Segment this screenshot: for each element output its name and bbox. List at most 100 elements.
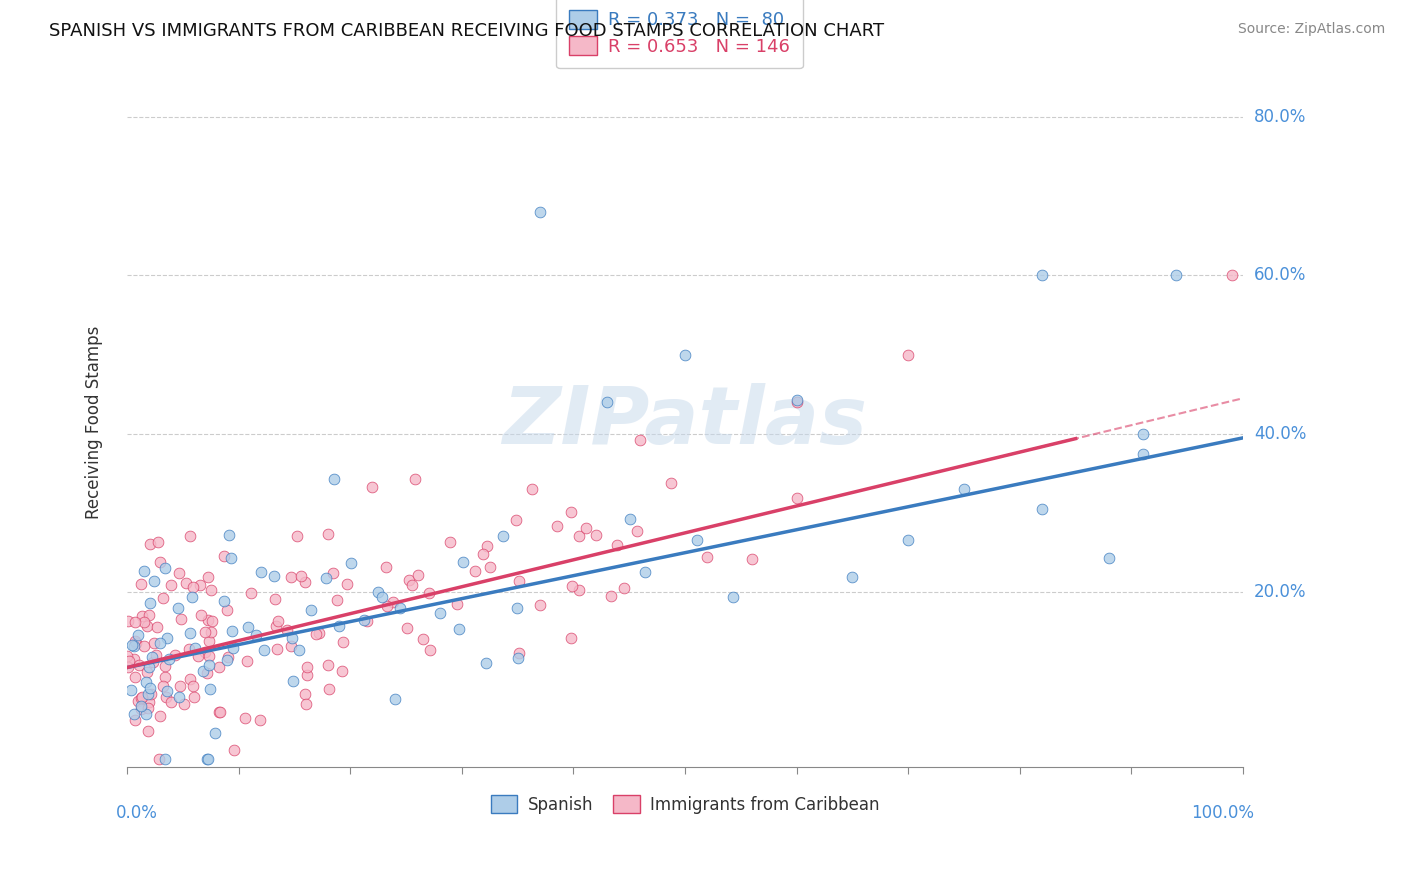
Point [295,668,318,682]
Point [118,654,141,668]
Point [520,483,543,497]
Point [1098,550,1121,565]
Point [546,518,568,533]
Point [696,549,718,564]
Point [1031,502,1053,516]
Point [316,527,339,541]
Point [169,679,191,693]
Point [179,672,201,686]
Point [149,709,172,723]
Point [156,631,179,645]
Point [446,597,468,611]
Point [596,395,619,409]
Point [208,706,231,720]
Point [188,578,211,592]
Point [336,577,359,591]
Point [332,635,354,649]
Point [169,566,191,580]
Text: 100.0%: 100.0% [1191,805,1254,822]
Point [155,561,177,575]
Point [1164,268,1187,283]
Text: Source: ZipAtlas.com: Source: ZipAtlas.com [1237,22,1385,37]
Point [506,600,529,615]
Point [412,632,434,646]
Point [585,528,607,542]
Point [568,582,591,597]
Point [184,641,207,656]
Point [786,491,808,505]
Text: SPANISH VS IMMIGRANTS FROM CARIBBEAN RECEIVING FOOD STAMPS CORRELATION CHART: SPANISH VS IMMIGRANTS FROM CARIBBEAN REC… [49,22,884,40]
Point [180,590,202,604]
Point [561,579,583,593]
Point [439,535,461,549]
Point [1220,268,1243,283]
Point [194,624,217,639]
Point [212,549,235,563]
Point [322,566,344,580]
Point [155,690,177,704]
Point [508,574,530,588]
Point [315,571,337,585]
Point [152,679,174,693]
Point [1031,268,1053,283]
Point [208,659,231,673]
Point [294,697,316,711]
Point [492,529,515,543]
Y-axis label: Receiving Food Stamps: Receiving Food Stamps [86,326,103,518]
Point [138,681,160,695]
Point [267,614,290,628]
Point [124,706,146,721]
Text: 60.0%: 60.0% [1254,267,1306,285]
Point [159,695,181,709]
Point [148,555,170,569]
Point [132,564,155,578]
Point [529,205,551,219]
Point [217,650,239,665]
Point [283,673,305,688]
Point [214,593,236,607]
Point [153,670,176,684]
Point [122,651,145,665]
Point [127,694,149,708]
Point [195,665,218,680]
Point [221,551,243,566]
Point [117,615,139,629]
Text: 0.0%: 0.0% [115,805,157,822]
Point [328,619,350,633]
Point [142,574,165,589]
Point [135,675,157,690]
Point [190,607,212,622]
Point [148,751,170,765]
Point [181,581,204,595]
Text: ZIPatlas: ZIPatlas [502,383,868,461]
Point [508,646,530,660]
Point [841,570,863,584]
Point [121,638,143,652]
Point [217,653,239,667]
Point [183,690,205,705]
Point [193,665,215,679]
Point [124,713,146,727]
Point [897,533,920,548]
Point [117,649,139,664]
Point [143,636,166,650]
Point [475,539,498,553]
Point [141,650,163,665]
Point [295,659,318,673]
Point [131,609,153,624]
Point [325,592,347,607]
Point [159,577,181,591]
Point [560,505,582,519]
Point [599,590,621,604]
Point [374,560,396,574]
Point [634,566,657,580]
Point [263,569,285,583]
Text: 20.0%: 20.0% [1254,583,1306,601]
Point [401,578,423,592]
Point [197,570,219,584]
Point [249,713,271,727]
Point [419,643,441,657]
Point [198,649,221,664]
Point [371,590,394,604]
Point [187,649,209,664]
